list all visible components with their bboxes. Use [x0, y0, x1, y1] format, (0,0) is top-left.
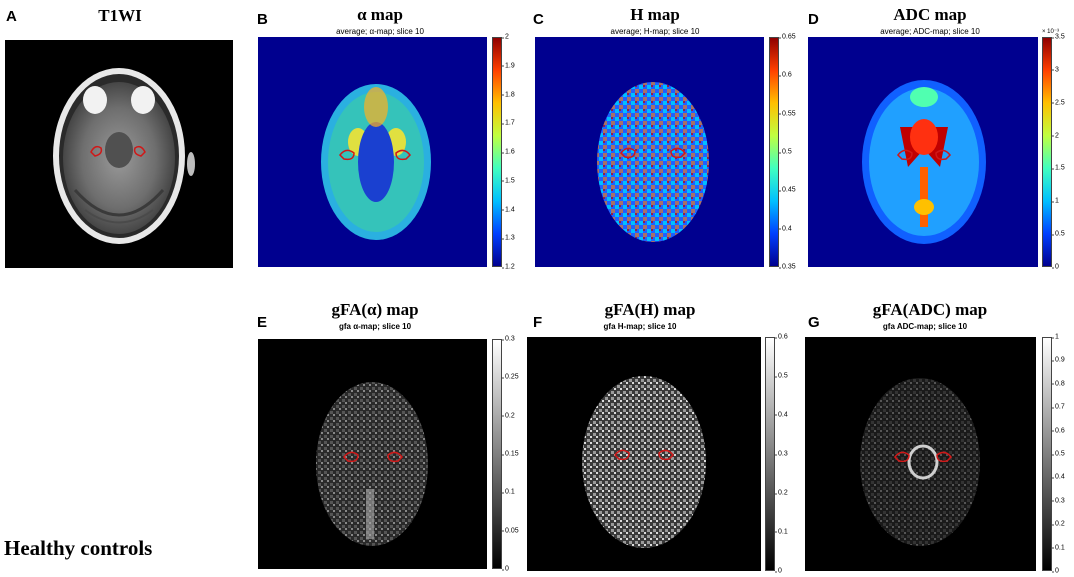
panel-f-subtitle: gfa H-map; slice 10 [603, 322, 677, 331]
tick: 0 [775, 567, 782, 575]
tick: 1.6 [502, 148, 515, 156]
tick: 2 [502, 33, 509, 41]
tick: 0.2 [775, 489, 788, 497]
tick: 0.4 [1052, 473, 1065, 481]
tick: 1.8 [502, 91, 515, 98]
adc-colorbar [1042, 37, 1052, 267]
tick: 2.5 [1052, 99, 1065, 107]
tick: 0.7 [1052, 403, 1065, 411]
gfa-adc-map-image [805, 337, 1036, 571]
tick: 0.1 [775, 528, 788, 536]
tick: 0.35 [779, 263, 796, 271]
tick: 0.6 [775, 333, 788, 341]
tick: 0.2 [502, 412, 515, 420]
tick: 0.15 [502, 450, 519, 458]
tick: 0.4 [775, 411, 788, 419]
panel-g-subtitle: gfa ADC-map; slice 10 [882, 322, 968, 331]
tick: 0.4 [779, 225, 792, 233]
tick: 0.3 [1052, 497, 1065, 505]
tick: 0.5 [1052, 450, 1065, 458]
tick: 2 [1052, 132, 1059, 140]
tick: 0.6 [1052, 427, 1065, 435]
panel-g-letter: G [808, 314, 820, 331]
tick: 3.5 [1052, 33, 1065, 41]
tick: 1 [1052, 333, 1059, 341]
gfa-h-colorbar-ticks: 0.6 0.5 0.4 0.3 0.2 0.1 0 [775, 333, 800, 575]
tick: 1.5 [502, 177, 515, 185]
panel-d-subtitle: average; ADC-map; slice 10 [880, 27, 980, 36]
tick: 0.6 [779, 71, 792, 79]
tick: 1.5 [1052, 164, 1065, 172]
alpha-colorbar [492, 37, 502, 267]
tick: 0.8 [1052, 380, 1065, 388]
gfa-adc-colorbar [1042, 337, 1052, 571]
panel-e-subtitle: gfa α-map; slice 10 [338, 322, 412, 331]
group-label: Healthy controls [4, 536, 153, 560]
adc-map-image [808, 37, 1038, 267]
t1wi-brain-image [5, 40, 233, 268]
tick: 0.1 [502, 488, 515, 496]
panel-a-letter: A [6, 8, 17, 25]
tick: 0.5 [1052, 230, 1065, 238]
panel-a-title: T1WI [98, 6, 142, 25]
tick: 0.5 [779, 148, 792, 156]
tick: 0.3 [775, 450, 788, 458]
gfa-alpha-colorbar-ticks: 0.3 0.25 0.2 0.15 0.1 0.05 0 [502, 335, 527, 573]
tick: 0.05 [502, 527, 519, 535]
panel-d-title: ADC map [893, 5, 967, 24]
panel-e-letter: E [257, 314, 268, 331]
gfa-adc-colorbar-ticks: 1 0.9 0.8 0.7 0.6 0.5 0.4 0.3 0.2 0.1 0 [1052, 333, 1074, 575]
gfa-h-colorbar [765, 337, 775, 571]
panel-b-letter: B [257, 11, 268, 28]
tick: 0.45 [779, 186, 796, 194]
tick: 1.3 [502, 234, 515, 242]
adc-colorbar-ticks: 3.5 3 2.5 2 1.5 1 0.5 0 [1052, 33, 1074, 271]
tick: 1.2 [502, 263, 515, 271]
panel-f-letter: F [533, 314, 543, 331]
panel-b-subtitle: average; α-map; slice 10 [336, 27, 424, 36]
tick: 0 [1052, 263, 1059, 271]
gfa-alpha-map-image [258, 339, 487, 569]
h-colorbar-ticks: 0.65 0.6 0.55 0.5 0.45 0.4 0.35 [779, 33, 804, 271]
tick: 1.4 [502, 206, 515, 213]
panel-g-title: gFA(ADC) map [872, 300, 988, 319]
tick: 0.3 [502, 335, 515, 343]
tick: 1.7 [502, 119, 515, 127]
tick: 0.5 [775, 372, 788, 380]
panel-c-subtitle: average; H-map; slice 10 [610, 27, 700, 36]
alpha-map-image [258, 37, 487, 267]
panel-f-title: gFA(H) map [604, 300, 696, 319]
tick: 0.2 [1052, 520, 1065, 528]
tick: 0 [1052, 567, 1059, 575]
tick: 0.55 [779, 110, 796, 118]
h-map-image [535, 37, 764, 267]
tick: 0.1 [1052, 544, 1065, 552]
adc-colorbar-exponent: × 10⁻³ [1042, 29, 1060, 35]
panel-e-title: gFA(α) map [331, 300, 419, 319]
tick: 3 [1052, 66, 1059, 74]
tick: 1.9 [502, 62, 515, 70]
panel-c-title: H map [630, 5, 680, 24]
gfa-h-map-image [527, 337, 761, 571]
tick: 1 [1052, 197, 1059, 205]
alpha-colorbar-ticks: 2 1.9 1.8 1.7 1.6 1.5 1.4 1.3 1.2 [502, 33, 527, 271]
gfa-alpha-colorbar [492, 339, 502, 569]
tick: 0.25 [502, 373, 519, 381]
panel-c-letter: C [533, 11, 544, 28]
panel-d-letter: D [808, 11, 819, 28]
tick: 0.65 [779, 33, 796, 41]
tick: 0 [502, 565, 509, 573]
tick: 0.9 [1052, 356, 1065, 364]
h-colorbar [769, 37, 779, 267]
panel-b-title: α map [357, 5, 403, 24]
